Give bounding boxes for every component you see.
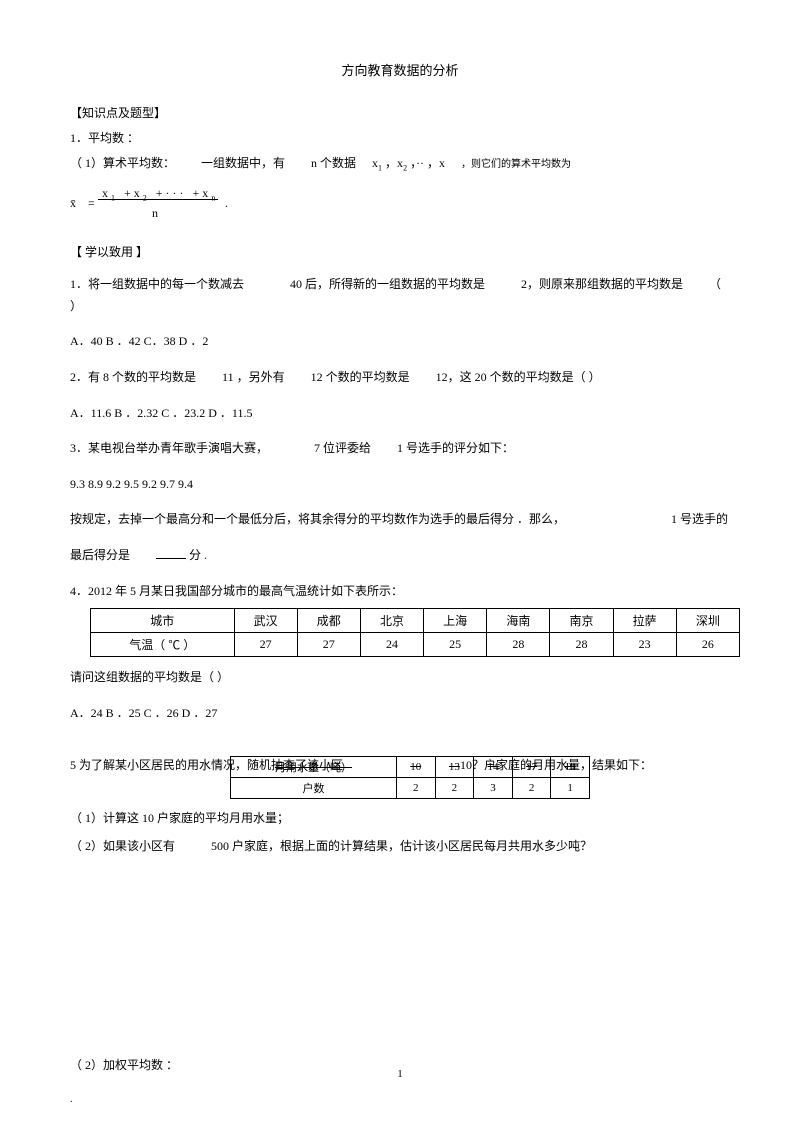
q5-td: 3 (474, 778, 513, 799)
q5-sub1: （ 1）计算这 10 户家庭的平均月用水量； (70, 809, 730, 828)
q5-td: 2 (396, 778, 435, 799)
q5-block: 5 为了解某小区居民的用水情况，随机抽查了该小区 10？户家庭的月用水量，结果如… (70, 752, 730, 799)
q4-text: 4．2012 年 5 月某日我国部分城市的最高气温统计如下表所示： (70, 581, 730, 603)
q5-td: 1 (551, 778, 590, 799)
q4-table: 城市 武汉 成都 北京 上海 海南 南京 拉萨 深圳 气温（ ℃ ） 27 27… (90, 608, 740, 657)
q2-options: A．11.6 B ．2.32 C ．23.2 D ．11.5 (70, 403, 730, 425)
q5-row2: 户数 2 2 3 2 1 (231, 778, 590, 799)
q3-e: 1 号选手的 (671, 512, 728, 526)
q1-c: 2，则原来那组数据的平均数是 (521, 277, 683, 291)
q2-text: 2．有 8 个数的平均数是 11 ，另外有 12 个数的平均数是 12，这 20… (70, 367, 730, 389)
arith-avg-line: （ 1）算术平均数： 一组数据中，有 n 个数据 x1 ，x2 ，·· ，x ，… (70, 154, 730, 175)
q5-sub2: （ 2）如果该小区有 500 户家庭，根据上面的计算结果，估计该小区居民每月共用… (70, 837, 730, 856)
q4-td: 27 (297, 633, 360, 657)
q3-text3: 最后得分是 分 . (70, 545, 730, 567)
q4-th-city: 城市 (91, 609, 235, 633)
q2-b: 11 ，另外有 (222, 370, 285, 384)
formula: x̄ = x1 +x2 +··· +xn n . (70, 183, 730, 233)
q1-text: 1．将一组数据中的每一个数减去 40 后，所得新的一组数据的平均数是 2，则原来… (70, 274, 730, 317)
q5-td: 10 (396, 757, 435, 778)
q3-b: 7 位评委给 (314, 441, 371, 455)
q1-b: 40 后，所得新的一组数据的平均数是 (290, 277, 485, 291)
formula-period: . (225, 195, 228, 212)
formula-denominator: n (152, 205, 158, 222)
document-title: 方向教育数据的分析 (70, 60, 730, 79)
q2-c: 12 个数的平均数是 (311, 370, 410, 384)
q5-sub2-b: 500 户家庭，根据上面的计算结果，估计该小区居民每月共用水多少吨？ (211, 839, 592, 853)
arith-desc1: 一组数据中，有 (201, 156, 285, 170)
q5-td: 2 (512, 778, 551, 799)
q4-th: 深圳 (676, 609, 739, 633)
q4-td: 26 (676, 633, 739, 657)
q1-a: 1．将一组数据中的每一个数减去 (70, 277, 244, 291)
q3-text1: 3．某电视台举办青年歌手演唱大赛， 7 位评委给 1 号选手的评分如下： (70, 438, 730, 460)
q1-options: A．40 B ．42 C．38 D ．2 (70, 331, 730, 353)
q4-question: 请问这组数据的平均数是（ ） (70, 667, 730, 689)
q3-scores: 9.3 8.9 9.2 9.5 9.2 9.7 9.4 (70, 474, 730, 496)
arith-label: （ 1）算术平均数： (70, 156, 175, 170)
arith-tail: ，则它们的算术平均数为 (461, 159, 571, 170)
heading-knowledge: 【知识点及题型】 (70, 104, 730, 121)
q4-td: 28 (487, 633, 550, 657)
q3-c: 1 号选手的评分如下： (397, 441, 514, 455)
q4-td: 28 (550, 633, 613, 657)
q4-table-header-row: 城市 武汉 成都 北京 上海 海南 南京 拉萨 深圳 (91, 609, 740, 633)
q4-td-label: 气温（ ℃ ） (91, 633, 235, 657)
q4-th: 南京 (550, 609, 613, 633)
q4-th: 北京 (360, 609, 423, 633)
q5-text-after: 10？户家庭的月用水量，结果如下： (460, 756, 652, 773)
q2-d: 12，这 20 个数的平均数是（ ） (436, 370, 601, 384)
page-number: 1 (397, 1068, 403, 1080)
heading-apply: 【 学以致用 】 (70, 243, 730, 260)
corner-mark: . (70, 1094, 73, 1105)
formula-numerator: x1 +x2 +··· +xn (102, 185, 218, 204)
arith-xs: x1 ，x2 ，·· ，x (372, 156, 445, 170)
q2-a: 2．有 8 个数的平均数是 (70, 370, 196, 384)
q4-td: 25 (424, 633, 487, 657)
arith-n: n 个数据 (311, 156, 356, 170)
q3-text2: 按规定，去掉一个最高分和一个最低分后，将其余得分的平均数作为选手的最后得分 ．那… (70, 509, 730, 531)
q4-td: 27 (234, 633, 297, 657)
q3-d: 按规定，去掉一个最高分和一个最低分后，将其余得分的平均数作为选手的最后得分 ．那… (70, 512, 565, 526)
q5-sub2-a: （ 2）如果该小区有 (70, 839, 175, 853)
heading-average: 1．平均数 ： (70, 129, 730, 146)
q4-th: 武汉 (234, 609, 297, 633)
q4-th: 上海 (424, 609, 487, 633)
q4-table-data-row: 气温（ ℃ ） 27 27 24 25 28 28 23 26 (91, 633, 740, 657)
q3-blank (156, 558, 186, 559)
q4-td: 23 (613, 633, 676, 657)
q4-th: 成都 (297, 609, 360, 633)
q3-f: 最后得分是 (70, 548, 130, 562)
q4-th: 拉萨 (613, 609, 676, 633)
q4-th: 海南 (487, 609, 550, 633)
q5-text-before: 5 为了解某小区居民的用水情况，随机抽查了该小区 (70, 756, 343, 773)
q5-td: 2 (435, 778, 474, 799)
q3-g: 分 . (189, 548, 207, 562)
formula-xbar: x̄ (70, 195, 76, 212)
q4-options: A．24 B ．25 C ．26 D ．27 (70, 703, 730, 725)
formula-eq: = (88, 195, 95, 212)
q4-td: 24 (360, 633, 423, 657)
q3-a: 3．某电视台举办青年歌手演唱大赛， (70, 441, 268, 455)
q5-r2-label: 户数 (231, 778, 397, 799)
fraction-bar (98, 199, 218, 200)
